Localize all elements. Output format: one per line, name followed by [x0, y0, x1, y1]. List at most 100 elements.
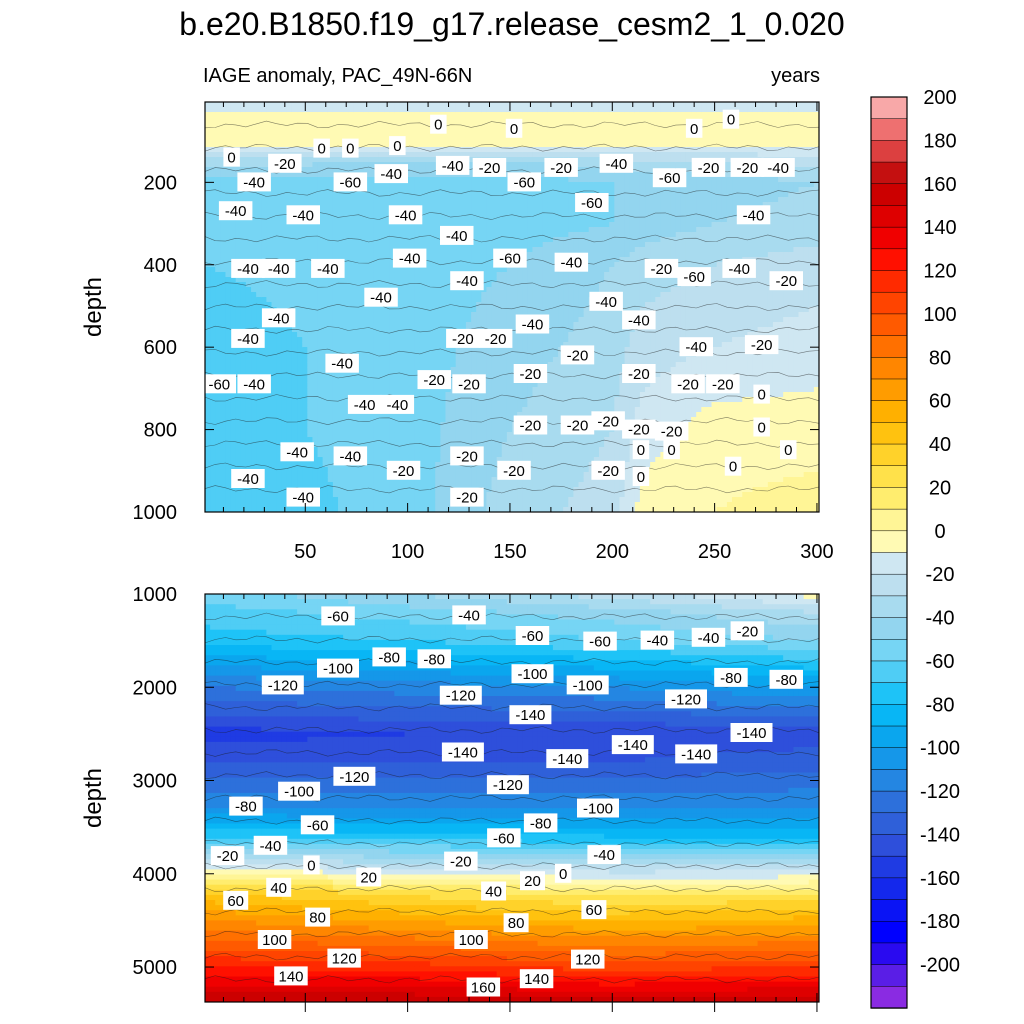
upper-field-cell — [220, 297, 227, 303]
upper-field-cell — [368, 507, 375, 512]
upper-field-cell — [235, 447, 242, 453]
upper-field-cell — [430, 227, 436, 233]
upper-field-cell — [230, 497, 237, 503]
upper-field-cell — [430, 207, 436, 213]
upper-field-cell — [358, 497, 365, 503]
upper-field-cell — [338, 242, 344, 248]
upper-field-cell — [450, 437, 457, 443]
upper-field-cell — [471, 442, 477, 448]
upper-field-cell — [486, 427, 493, 433]
upper-field-cell — [353, 202, 360, 208]
upper-field-cell — [220, 262, 227, 268]
upper-field-cell — [450, 252, 457, 258]
upper-field-cell — [327, 437, 334, 443]
upper-field-cell — [307, 382, 314, 388]
upper-field-cell — [220, 447, 227, 453]
upper-field-cell — [419, 172, 426, 178]
upper-field-cell — [210, 447, 216, 453]
upper-field-cell — [435, 472, 441, 478]
upper-field-cell — [256, 287, 262, 293]
upper-field-cell — [225, 262, 232, 268]
upper-field-cell — [501, 367, 508, 373]
upper-field-cell — [225, 247, 232, 253]
upper-field-cell — [440, 472, 447, 478]
upper-field-cell — [501, 422, 508, 428]
upper-field-cell — [307, 402, 314, 408]
upper-field-cell — [220, 307, 227, 313]
upper-field-cell — [491, 317, 498, 323]
upper-field-cell — [440, 492, 447, 498]
upper-field-cell — [409, 202, 416, 208]
upper-field-cell — [496, 307, 503, 313]
upper-field-cell — [256, 112, 262, 118]
upper-field-cell — [307, 112, 314, 118]
upper-field-cell — [302, 242, 308, 248]
upper-field-cell — [215, 222, 221, 228]
upper-field-cell — [476, 132, 482, 138]
upper-field-cell — [220, 357, 227, 363]
upper-field-cell — [266, 462, 273, 468]
upper-field-cell — [281, 142, 288, 148]
upper-field-cell — [235, 192, 242, 198]
upper-field-cell — [215, 237, 221, 243]
upper-field-cell — [440, 177, 447, 183]
upper-field-cell — [465, 152, 472, 158]
upper-field-cell — [512, 237, 518, 243]
upper-field-cell — [317, 222, 324, 228]
upper-field-cell — [327, 397, 334, 403]
upper-field-cell — [435, 487, 441, 493]
upper-field-cell — [317, 157, 324, 163]
upper-field-cell — [491, 442, 498, 448]
upper-field-cell — [358, 372, 365, 378]
upper-field-cell — [240, 162, 247, 168]
upper-field-cell — [481, 367, 488, 373]
upper-field-cell — [225, 482, 232, 488]
upper-field-cell — [394, 227, 401, 233]
upper-field-cell — [307, 232, 314, 238]
upper-field-cell — [430, 182, 436, 188]
upper-field-cell — [225, 257, 232, 263]
upper-field-cell — [271, 462, 278, 468]
upper-field-cell — [297, 187, 303, 193]
upper-field-cell — [445, 352, 452, 358]
upper-field-cell — [312, 107, 319, 113]
upper-field-cell — [281, 227, 288, 233]
upper-field-cell — [368, 392, 375, 398]
upper-field-cell — [338, 127, 344, 133]
upper-field-cell — [399, 432, 406, 438]
upper-field-cell — [435, 182, 441, 188]
upper-field-cell — [440, 107, 447, 113]
upper-field-cell — [353, 492, 360, 498]
upper-field-cell — [220, 362, 227, 368]
upper-field-cell — [281, 402, 288, 408]
upper-field-cell — [501, 202, 508, 208]
upper-field-cell — [450, 262, 457, 268]
upper-field-cell — [317, 362, 324, 368]
upper-field-cell — [435, 152, 441, 158]
upper-field-cell — [512, 322, 518, 328]
upper-field-cell — [450, 392, 457, 398]
upper-field-cell — [358, 352, 365, 358]
upper-field-cell — [307, 467, 314, 473]
upper-field-cell — [302, 287, 308, 293]
upper-field-cell — [297, 227, 303, 233]
upper-field-cell — [297, 142, 303, 148]
upper-field-cell — [205, 157, 211, 163]
upper-field-cell — [312, 467, 319, 473]
upper-field-cell — [343, 412, 349, 418]
upper-field-cell — [445, 267, 452, 273]
upper-field-cell — [389, 502, 395, 508]
upper-field-cell — [425, 292, 431, 298]
upper-field-cell — [404, 192, 411, 198]
upper-field-cell — [414, 182, 421, 188]
upper-field-cell — [481, 502, 488, 508]
upper-field-cell — [353, 117, 360, 123]
upper-field-cell — [312, 247, 319, 253]
upper-field-cell — [302, 307, 308, 313]
upper-field-cell — [414, 137, 421, 143]
upper-field-cell — [230, 487, 237, 493]
upper-field-cell — [394, 117, 401, 123]
upper-field-cell — [414, 312, 421, 318]
upper-field-cell — [394, 192, 401, 198]
upper-field-cell — [450, 187, 457, 193]
